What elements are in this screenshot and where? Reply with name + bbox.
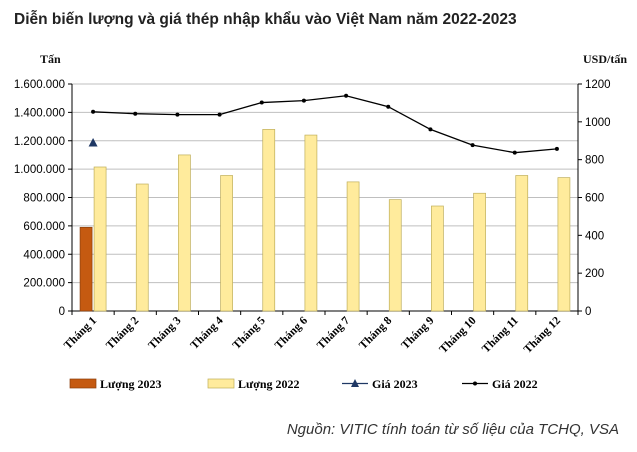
- x-tick-label: Tháng 10: [437, 314, 478, 355]
- data-point: [428, 127, 433, 132]
- left-tick-label: 1.400.000: [14, 107, 65, 119]
- source-note: Nguồn: VITIC tính toán từ số liệu của TC…: [286, 421, 619, 438]
- left-axis-unit: Tấn: [40, 52, 61, 66]
- data-point: [554, 146, 559, 151]
- right-tick-label: 1200: [585, 79, 611, 91]
- left-tick-label: 200.000: [23, 278, 65, 290]
- bar: [262, 129, 276, 312]
- data-point: [175, 112, 180, 117]
- right-tick-label: 1000: [585, 117, 611, 129]
- legend-swatch: [69, 378, 97, 389]
- legend-label: Lượng 2023: [100, 377, 162, 391]
- legend-label: Giá 2022: [492, 377, 538, 391]
- right-tick-label: 600: [585, 193, 604, 205]
- right-tick-label: 400: [585, 230, 604, 242]
- data-point: [133, 111, 138, 116]
- x-tick-label: Tháng 6: [273, 314, 310, 351]
- x-tick-label: Tháng 12: [522, 314, 563, 355]
- bar: [515, 175, 529, 312]
- data-point: [259, 100, 264, 105]
- right-tick-label: 0: [585, 306, 591, 318]
- bar: [557, 177, 571, 312]
- x-tick-label: Tháng 11: [480, 314, 521, 355]
- legend-label: Giá 2023: [372, 377, 418, 391]
- left-tick-label: 400.000: [23, 249, 65, 261]
- x-tick-label: Tháng 3: [146, 314, 183, 351]
- right-tick-label: 200: [585, 268, 604, 280]
- legend-marker: [351, 379, 359, 387]
- legend-swatch: [207, 378, 235, 389]
- bar: [220, 175, 233, 312]
- left-tick-label: 1.200.000: [14, 136, 65, 148]
- left-tick-label: 1.000.000: [14, 164, 65, 176]
- bar: [431, 205, 444, 312]
- chart-title: Diễn biến lượng và giá thép nhập khẩu và…: [14, 11, 517, 28]
- x-tick-label: Tháng 5: [231, 314, 268, 351]
- data-point: [217, 112, 222, 117]
- data-point: [512, 150, 517, 155]
- bar: [388, 199, 402, 312]
- legend-marker: [473, 381, 477, 386]
- bar: [346, 181, 360, 312]
- left-tick-label: 800.000: [23, 193, 65, 205]
- right-axis-unit: USD/tấn: [582, 52, 627, 66]
- data-point: [386, 104, 391, 109]
- left-tick-label: 600.000: [23, 221, 65, 233]
- bar: [473, 192, 486, 312]
- legend-label: Lượng 2022: [238, 377, 300, 391]
- data-point: [301, 98, 306, 103]
- left-tick-label: 1.600.000: [14, 79, 65, 91]
- x-tick-label: Tháng 9: [399, 314, 436, 351]
- x-tick-label: Tháng 8: [357, 314, 394, 351]
- left-tick-label: 0: [59, 306, 65, 318]
- data-point: [470, 143, 475, 148]
- bar: [93, 166, 107, 312]
- bar: [79, 226, 93, 312]
- series-line: [93, 95, 557, 154]
- x-tick-label: Tháng 7: [315, 314, 352, 351]
- data-point: [344, 93, 349, 98]
- bar: [135, 183, 149, 312]
- data-point: [88, 138, 98, 147]
- bar: [304, 134, 318, 312]
- data-point: [91, 109, 96, 114]
- x-tick-label: Tháng 1: [62, 314, 99, 351]
- right-tick-label: 800: [585, 155, 604, 167]
- bar: [178, 154, 191, 312]
- x-tick-label: Tháng 2: [104, 314, 141, 351]
- x-tick-label: Tháng 4: [189, 314, 226, 351]
